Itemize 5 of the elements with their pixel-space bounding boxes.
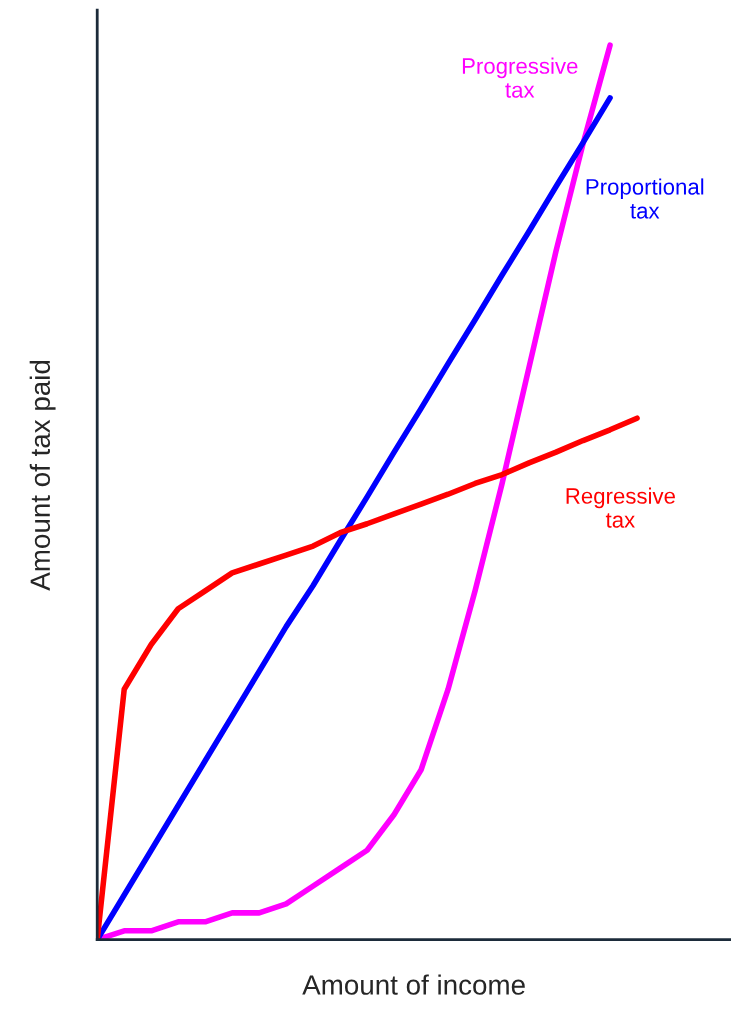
series-label: Progressive tax bbox=[462, 57, 578, 98]
series-label: Regressive tax bbox=[566, 487, 675, 528]
series-label: Proportional tax bbox=[586, 178, 704, 219]
y-axis-title: Amount of tax paid bbox=[29, 360, 56, 591]
x-axis-title: Amount of income bbox=[302, 974, 525, 995]
